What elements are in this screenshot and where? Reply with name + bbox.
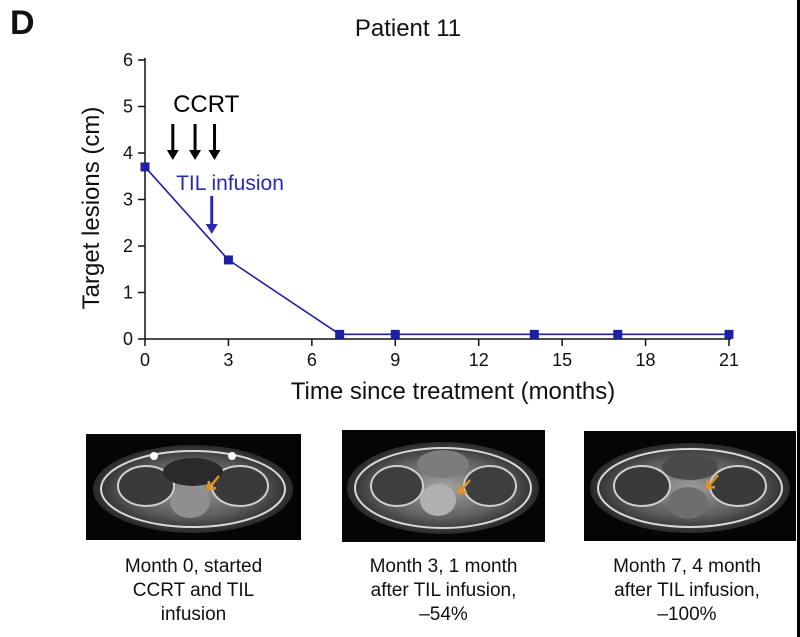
caption-line: CCRT and TIL [132,580,255,601]
x-tick-label: 3 [223,350,233,370]
caption-line: after TIL infusion, [614,580,760,601]
arrow-head [189,150,202,160]
til-arrow-icon [205,196,218,234]
caption-line: Month 7, 4 month [613,556,761,577]
scan-caption-month-0: Month 0, started CCRT and TIL infusion [86,555,301,627]
ccrt-arrow-icon [208,124,221,160]
x-tick-label: 0 [140,350,150,370]
y-axis-label: Target lesions (cm) [78,107,105,310]
y-tick-label: 3 [123,190,133,210]
y-tick-label: 2 [123,236,133,256]
y-tick-label: 1 [123,283,133,303]
arrow-head [205,224,218,234]
ccrt-arrow-icon [166,124,179,160]
data-point [724,329,734,339]
y-tick-label: 5 [123,97,133,117]
y-tick-label: 4 [123,143,133,163]
caption-line: –100% [657,604,717,625]
scan-caption-month-7: Month 7, 4 month after TIL infusion, –10… [578,555,796,627]
chart-annotations: CCRT TIL infusion [166,91,284,234]
scan-caption-month-3: Month 3, 1 month after TIL infusion, –54… [332,555,555,627]
x-axis-label: Time since treatment (months) [291,378,616,405]
ccrt-label: CCRT [173,91,240,118]
x-tick-label: 15 [552,350,572,370]
data-point [223,255,233,265]
data-point [335,329,345,339]
arrow-head [166,150,179,160]
caption-line: Month 3, 1 month [369,556,518,577]
chart-series [140,162,734,339]
mri-scan-month-7 [584,431,796,541]
data-point [140,162,150,172]
caption-line: after TIL infusion, [370,580,517,601]
arrow-head [208,150,221,160]
x-tick-label: 6 [307,350,317,370]
caption-line: infusion [160,604,227,625]
caption-line: –54% [419,604,468,625]
caption-line: Month 0, started [124,556,263,577]
y-tick-label: 6 [123,50,133,70]
mri-scan-month-0 [86,434,301,540]
y-tick-label: 0 [123,329,133,349]
x-tick-label: 21 [719,350,739,370]
mri-scan-month-3 [342,430,545,542]
data-point [390,329,400,339]
panel-label: D [10,4,35,42]
scan-arrow-icon [208,475,220,489]
data-point [613,329,623,339]
chart-title: Patient 11 [355,15,461,42]
ccrt-arrow-icon [189,124,202,160]
x-tick-label: 18 [636,350,656,370]
data-point [529,329,539,339]
til-infusion-label: TIL infusion [176,172,284,195]
x-tick-label: 9 [390,350,400,370]
x-tick-label: 12 [469,350,489,370]
right-border [797,0,800,637]
